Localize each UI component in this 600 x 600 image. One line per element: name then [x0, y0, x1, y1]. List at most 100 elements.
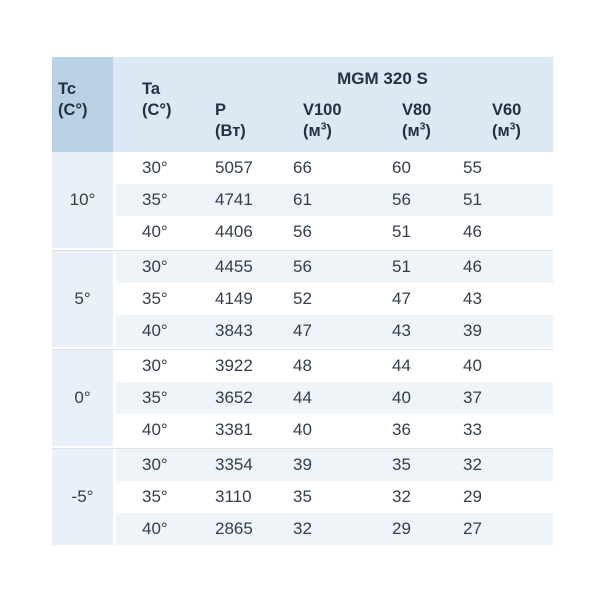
cell-p: 3110 — [215, 487, 252, 506]
cell-v100: 44 — [293, 388, 312, 407]
cell-ta: 40° — [142, 420, 168, 439]
header-cell-p: P (Вт) — [196, 95, 290, 152]
table-row: 40° 3381 40 36 33 — [116, 414, 553, 446]
cell-v100: 39 — [293, 455, 312, 474]
table-header: Tc (C°) Ta (C°) MGM 320 S P (Вт) V100 (м… — [52, 57, 553, 152]
cell-v80: 29 — [392, 519, 411, 538]
cell-v80: 44 — [392, 356, 411, 375]
table-row: 40° 2865 32 29 27 — [116, 513, 553, 545]
table-row: 35° 4149 52 47 43 — [116, 283, 553, 315]
header-p-label: P — [215, 100, 227, 119]
cell-v80: 47 — [392, 289, 411, 308]
cell-v100: 52 — [293, 289, 312, 308]
tc-value: -5° — [52, 449, 113, 545]
cell-v60: 46 — [463, 222, 482, 241]
header-ta-label: Ta — [142, 79, 161, 98]
cell-v80: 35 — [392, 455, 411, 474]
cell-ta: 40° — [142, 519, 168, 538]
header-v100-unit: (м3) — [303, 121, 332, 140]
cell-ta: 40° — [142, 321, 168, 340]
header-ta-unit: (C°) — [142, 100, 172, 119]
cell-v60: 27 — [463, 519, 482, 538]
table-row: 40° 3843 47 43 39 — [116, 315, 553, 347]
cell-v80: 43 — [392, 321, 411, 340]
cell-ta: 35° — [142, 388, 168, 407]
cell-v60: 46 — [463, 257, 482, 276]
cell-v80: 32 — [392, 487, 411, 506]
cell-v100: 56 — [293, 222, 312, 241]
table-group-5: 5° 30° 4455 56 51 46 35° 4149 52 47 43 4… — [52, 250, 553, 347]
cell-v60: 32 — [463, 455, 482, 474]
cell-p: 4406 — [215, 222, 253, 241]
cell-p: 4455 — [215, 257, 253, 276]
cell-v60: 29 — [463, 487, 482, 506]
header-v80-unit: (м3) — [402, 121, 431, 140]
tc-value: 0° — [52, 350, 113, 446]
cell-ta: 35° — [142, 487, 168, 506]
cell-ta: 35° — [142, 190, 168, 209]
cell-v60: 43 — [463, 289, 482, 308]
table-row: 35° 3110 35 32 29 — [116, 481, 553, 513]
cell-p: 2865 — [215, 519, 253, 538]
table-row: 30° 4455 56 51 46 — [116, 251, 553, 283]
cell-v100: 61 — [293, 190, 312, 209]
cell-v100: 48 — [293, 356, 312, 375]
cell-v80: 56 — [392, 190, 411, 209]
cell-v80: 51 — [392, 257, 411, 276]
table-group-10: 10° 30° 5057 66 60 55 35° 4741 61 56 51 … — [52, 152, 553, 248]
cell-v60: 37 — [463, 388, 482, 407]
table-row: 40° 4406 56 51 46 — [116, 216, 553, 248]
cell-v60: 40 — [463, 356, 482, 375]
cell-p: 3922 — [215, 356, 253, 375]
cell-v80: 51 — [392, 222, 411, 241]
cell-v60: 51 — [463, 190, 482, 209]
header-cell-v80: V80 (м3) — [389, 95, 460, 152]
cell-v100: 66 — [293, 158, 312, 177]
product-title: MGM 320 S — [337, 68, 428, 88]
cell-v80: 40 — [392, 388, 411, 407]
table-row: 35° 3652 44 40 37 — [116, 382, 553, 414]
cell-p: 5057 — [215, 158, 253, 177]
cell-v60: 33 — [463, 420, 482, 439]
header-p-unit: (Вт) — [215, 121, 246, 140]
header-cell-ta: Ta (C°) — [116, 57, 196, 152]
header-cell-tc: Tc (C°) — [52, 57, 113, 152]
cell-p: 3381 — [215, 420, 253, 439]
cell-v100: 35 — [293, 487, 312, 506]
cell-ta: 30° — [142, 257, 168, 276]
cell-p: 4149 — [215, 289, 253, 308]
header-v60-label: V60 — [492, 100, 522, 119]
cell-v60: 55 — [463, 158, 482, 177]
cell-ta: 35° — [142, 289, 168, 308]
cell-v80: 36 — [392, 420, 411, 439]
tc-value: 10° — [52, 152, 113, 248]
spec-table: Tc (C°) Ta (C°) MGM 320 S P (Вт) V100 (м… — [52, 57, 553, 545]
cell-v60: 39 — [463, 321, 482, 340]
header-v60-unit: (м3) — [492, 121, 521, 140]
cell-ta: 30° — [142, 455, 168, 474]
cell-v100: 56 — [293, 257, 312, 276]
tc-value: 5° — [52, 251, 113, 347]
table-group-neg5: -5° 30° 3354 39 35 32 35° 3110 35 32 29 … — [52, 448, 553, 545]
cell-p: 3843 — [215, 321, 253, 340]
cell-p: 3354 — [215, 455, 253, 474]
cell-ta: 40° — [142, 222, 168, 241]
cell-v100: 47 — [293, 321, 312, 340]
header-tc-unit: (C°) — [58, 100, 88, 119]
table-row: 30° 3922 48 44 40 — [116, 350, 553, 382]
header-v100-label: V100 — [303, 100, 342, 119]
header-v80-label: V80 — [402, 100, 432, 119]
cell-ta: 30° — [142, 158, 168, 177]
cell-p: 3652 — [215, 388, 253, 407]
cell-v80: 60 — [392, 158, 411, 177]
cell-p: 4741 — [215, 190, 253, 209]
table-row: 35° 4741 61 56 51 — [116, 184, 553, 216]
table-group-0: 0° 30° 3922 48 44 40 35° 3652 44 40 37 4… — [52, 349, 553, 446]
cell-v100: 32 — [293, 519, 312, 538]
header-tc-label: Tc — [58, 79, 77, 98]
header-cell-v100: V100 (м3) — [290, 95, 389, 152]
header-cell-v60: V60 (м3) — [460, 95, 553, 152]
cell-v100: 40 — [293, 420, 312, 439]
cell-ta: 30° — [142, 356, 168, 375]
